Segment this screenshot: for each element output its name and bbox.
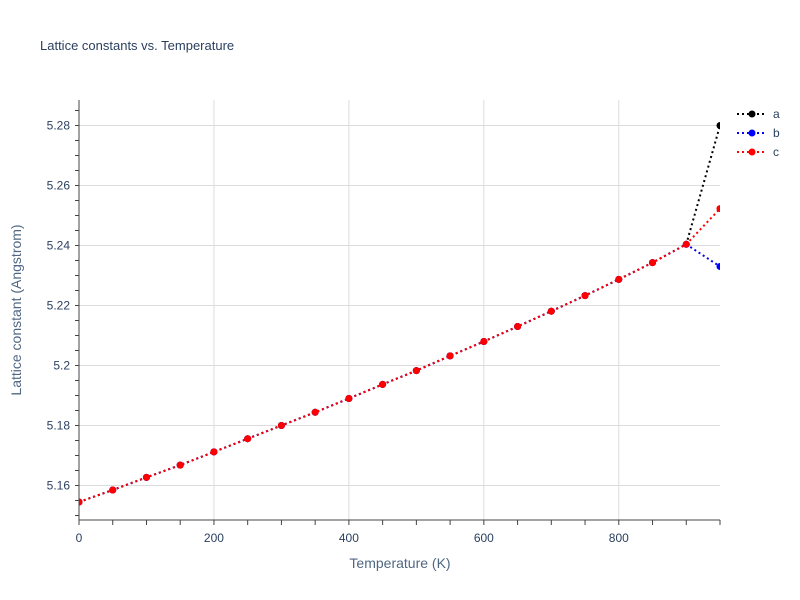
data-point-c — [716, 205, 720, 213]
data-point-c — [480, 338, 488, 345]
y-tick-label: 5.2 — [53, 359, 70, 373]
data-point-c — [649, 259, 657, 267]
data-point-c — [547, 307, 555, 315]
data-point-c — [514, 323, 522, 330]
data-point-c — [142, 473, 150, 481]
legend-marker — [748, 129, 756, 137]
legend[interactable]: abc — [737, 107, 780, 159]
series-line-b — [79, 243, 720, 503]
data-point-c — [176, 461, 184, 469]
y-tick-label: 5.28 — [47, 119, 71, 133]
data-point-b — [716, 263, 720, 270]
x-tick-label: 800 — [609, 531, 629, 545]
data-point-c — [311, 408, 319, 416]
legend-marker — [748, 110, 756, 118]
y-tick-label: 5.18 — [47, 419, 71, 433]
data-point-c — [244, 435, 252, 443]
x-tick-label: 600 — [474, 531, 494, 545]
series-layer — [79, 122, 720, 506]
legend-marker — [748, 148, 756, 156]
x-tick-label: 0 — [76, 531, 83, 545]
chart-title: Lattice constants vs. Temperature — [40, 38, 234, 53]
series-line-c — [79, 207, 720, 503]
series-a — [79, 122, 720, 506]
data-point-c — [412, 367, 420, 375]
x-axis-title: Temperature (K) — [349, 555, 450, 571]
data-point-c — [446, 352, 454, 360]
data-point-a — [716, 122, 720, 129]
axis-layer: 0 200 400 600 800 5.16 5.18 5.2 5.22 5.24 5.26 5.28 — [47, 100, 721, 545]
legend-label: c — [773, 145, 779, 159]
grid-layer — [79, 100, 720, 520]
series-c — [79, 205, 720, 506]
data-point-c — [79, 498, 83, 506]
legend-item-c[interactable]: c — [737, 145, 779, 159]
x-tick-label: 200 — [204, 531, 224, 545]
series-b — [79, 240, 720, 506]
series-line-a — [79, 125, 720, 503]
legend-item-a[interactable]: a — [737, 107, 780, 121]
legend-label: b — [773, 126, 780, 140]
data-point-c — [615, 275, 623, 283]
y-tick-label: 5.16 — [47, 479, 71, 493]
y-tick-label: 5.22 — [47, 299, 71, 313]
x-tick-label: 400 — [339, 531, 359, 545]
data-point-c — [277, 422, 285, 429]
data-point-c — [379, 380, 387, 388]
data-point-c — [109, 486, 117, 494]
data-point-c — [581, 292, 589, 300]
legend-item-b[interactable]: b — [737, 126, 780, 140]
data-point-c — [210, 448, 218, 456]
data-point-c — [682, 240, 690, 248]
legend-label: a — [773, 107, 780, 121]
y-tick-label: 5.26 — [47, 179, 71, 193]
data-point-c — [345, 395, 353, 402]
y-tick-label: 5.24 — [47, 239, 71, 253]
y-axis-title: Lattice constant (Angstrom) — [8, 224, 24, 395]
